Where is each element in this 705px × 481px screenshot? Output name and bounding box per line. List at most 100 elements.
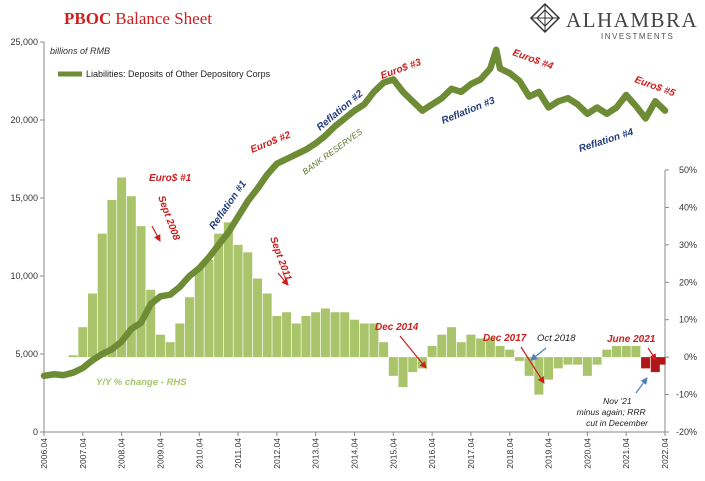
- annotation-nov21-line1: Nov '21: [603, 396, 632, 406]
- bar: [350, 319, 359, 358]
- bar: [369, 323, 379, 358]
- annotation-nov21-line2: minus again; RRR: [577, 407, 646, 417]
- right-tick-label: 0%: [684, 352, 697, 362]
- right-axis: -20% -10% 0% 10% 20% 30% 40% 50%: [664, 165, 697, 437]
- left-tick-label: 15,000: [10, 193, 38, 203]
- bar: [553, 357, 563, 369]
- bar: [155, 334, 165, 358]
- bar: [641, 357, 651, 369]
- bar: [524, 357, 534, 376]
- right-tick-label: 10%: [679, 315, 697, 325]
- x-tick-label: 2022.04: [660, 438, 670, 469]
- x-tick-label: 2020.04: [582, 438, 592, 469]
- bar: [631, 345, 641, 358]
- arrow-oct2018: [530, 347, 547, 361]
- bar: [656, 357, 666, 365]
- bar: [320, 308, 330, 358]
- x-tick-label: 2009.04: [155, 438, 165, 469]
- brand-name: ALHAMBRA: [566, 8, 698, 32]
- bar: [563, 357, 573, 365]
- bar: [398, 357, 408, 388]
- line-series-deposits: [40, 46, 669, 380]
- x-axis-ticks: 2006.04 2007.04 2008.04 2009.04 2010.04 2011.…: [39, 432, 670, 469]
- arrow-june2021: [647, 347, 657, 361]
- bar: [466, 334, 476, 358]
- bar: [621, 345, 631, 358]
- bar: [262, 293, 272, 358]
- x-tick-label: 2012.04: [272, 438, 282, 469]
- bar: [68, 355, 78, 358]
- bar: [514, 357, 524, 361]
- bar: [330, 312, 340, 358]
- bar: [379, 342, 389, 358]
- left-tick-label: 20,000: [10, 115, 38, 125]
- bar: [544, 357, 554, 380]
- x-tick-label: 2010.04: [194, 438, 204, 469]
- right-axis-ticks: -20% -10% 0% 10% 20% 30% 40% 50%: [665, 165, 697, 437]
- right-tick-label: 50%: [679, 165, 697, 175]
- right-tick-label: 20%: [679, 277, 697, 287]
- x-tick-label: 2013.04: [311, 438, 321, 469]
- bar: [146, 289, 156, 358]
- bar: [388, 357, 398, 376]
- annotation-nov21: Nov '21 minus again; RRR cut in December: [577, 396, 650, 428]
- bar: [117, 177, 127, 358]
- annotation-june2021: June 2021: [607, 334, 656, 345]
- bar: [136, 226, 146, 358]
- annotation-dec2014: Dec 2014: [375, 322, 419, 333]
- bar: [214, 233, 224, 358]
- bar: [495, 345, 505, 358]
- annotation-euro2: Euro$ #2: [249, 130, 293, 156]
- x-tick-label: 2016.04: [427, 438, 437, 469]
- bar: [165, 342, 175, 358]
- alhambra-logo: ALHAMBRA INVESTMENTS: [529, 2, 698, 41]
- bar: [272, 315, 282, 358]
- x-tick-label: 2014.04: [350, 438, 360, 469]
- chart-title: PBOC Balance Sheet: [64, 9, 212, 28]
- bar: [456, 342, 466, 358]
- bar: [194, 267, 204, 358]
- x-tick-label: 2006.04: [39, 438, 49, 469]
- annotation-bank-reserves: BANK RESERVES: [300, 126, 364, 176]
- x-tick-label: 2021.04: [621, 438, 631, 469]
- bar: [291, 323, 301, 358]
- bar: [126, 196, 136, 358]
- bar: [476, 338, 486, 358]
- right-tick-label: 30%: [679, 240, 697, 250]
- bar: [175, 323, 185, 358]
- right-tick-label: -20%: [676, 427, 697, 437]
- bar: [185, 297, 195, 358]
- annotation-euro1: Euro$ #1: [149, 173, 192, 184]
- annotation-sept2008: Sept 2008: [155, 194, 181, 242]
- left-tick-label: 10,000: [10, 271, 38, 281]
- bar: [282, 312, 292, 358]
- x-tick-label: 2018.04: [505, 438, 515, 469]
- x-tick-label: 2019.04: [544, 438, 554, 469]
- left-tick-label: 25,000: [10, 37, 38, 47]
- bar-series: [68, 177, 666, 395]
- bar: [97, 233, 107, 358]
- bar: [582, 357, 592, 376]
- bar: [592, 357, 602, 365]
- x-tick-label: 2007.04: [78, 438, 88, 469]
- annotation-oct2018: Oct 2018: [537, 333, 576, 344]
- bar: [107, 199, 117, 358]
- bar: [602, 349, 612, 358]
- title-bold: PBOC: [64, 9, 111, 28]
- title-rest: Balance Sheet: [115, 9, 212, 28]
- legend-label-deposits: Liabilities: Deposits of Other Depositor…: [86, 69, 271, 79]
- brand-sub: INVESTMENTS: [601, 32, 674, 41]
- bar: [447, 327, 457, 358]
- bar: [437, 334, 447, 358]
- left-tick-label: 0: [33, 427, 38, 437]
- logo-mark-icon: [529, 2, 561, 34]
- right-tick-label: 40%: [679, 202, 697, 212]
- arrow-dec2017: [520, 346, 545, 384]
- bar: [505, 349, 515, 358]
- bar: [427, 345, 437, 358]
- unit-label: billions of RMB: [50, 46, 110, 56]
- bar: [233, 244, 243, 358]
- bar: [88, 293, 98, 358]
- annotation-euro3: Euro$ #3: [379, 57, 423, 82]
